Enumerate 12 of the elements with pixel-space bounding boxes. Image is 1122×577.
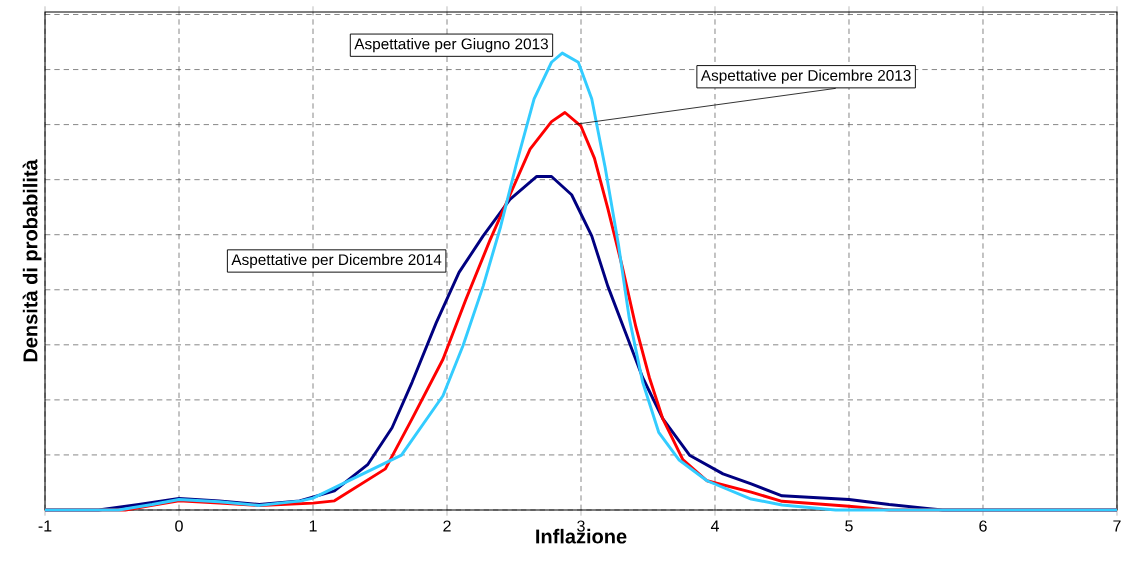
x-tick-label: 1 — [309, 520, 317, 532]
text: Aspettative per Dicembre 2013 — [700, 69, 911, 84]
x-tick-label: 7 — [1113, 520, 1121, 532]
y-axis-title: Densità di probabilità — [22, 159, 42, 362]
x-tick-label: 4 — [710, 520, 719, 532]
x-tick-label: 0 — [175, 520, 183, 532]
series-label: Aspettative per Dicembre 2014 — [231, 253, 442, 269]
series-label: Aspettative per Giugno 2013 — [354, 38, 548, 53]
x-tick-label: 2 — [443, 520, 451, 532]
x-tick-label: 6 — [979, 520, 987, 532]
x-tick-label: -1 — [38, 520, 52, 532]
x-tick-label: 5 — [845, 520, 853, 532]
